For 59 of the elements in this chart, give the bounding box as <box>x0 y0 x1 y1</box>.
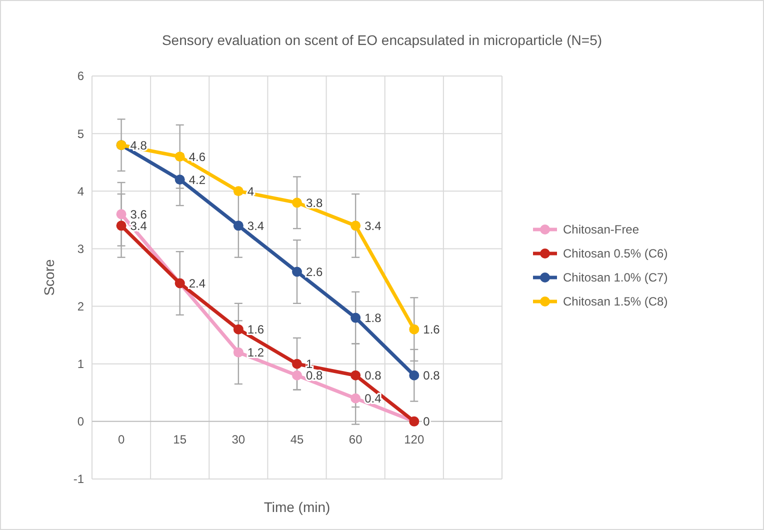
point <box>409 370 420 380</box>
data-label: 0.8 <box>364 368 382 383</box>
data-label: 4 <box>247 184 254 198</box>
data-label: 2.6 <box>306 264 324 279</box>
y-tick-label: 2 <box>77 299 84 314</box>
point <box>292 266 302 277</box>
data-label: 3.6 <box>130 207 148 222</box>
x-tick-label: 60 <box>348 432 363 446</box>
data-label: 3.4 <box>364 218 382 233</box>
data-label: 0.8 <box>423 368 440 383</box>
data-label: 1.2 <box>247 346 264 360</box>
x-tick-label: 0 <box>118 432 125 446</box>
point <box>292 358 302 369</box>
y-tick-label: -1 <box>73 472 84 486</box>
y-tick-label: 0 <box>77 414 84 429</box>
data-label: 0.4 <box>364 392 382 406</box>
data-label: 2.4 <box>188 276 206 290</box>
chart-title: Sensory evaluation on scent of EO encapsulated in microparticle (N=5) <box>162 32 602 48</box>
y-tick-label: 4 <box>77 184 84 198</box>
data-label: 4.6 <box>188 150 206 164</box>
x-tick-label: 30 <box>232 432 246 446</box>
y-tick-label: 6 <box>77 69 84 84</box>
point <box>292 370 302 380</box>
data-label: 1.8 <box>364 311 382 325</box>
data-label: 3.4 <box>247 218 264 233</box>
y-tick-label: 1 <box>77 357 84 372</box>
y-axis-title: Score <box>41 259 57 296</box>
point <box>233 220 244 231</box>
legend-label: Chitosan 1.0% (C7) <box>563 270 668 285</box>
data-label: 0 <box>423 414 430 429</box>
x-tick-label: 15 <box>173 432 187 446</box>
legend-label: Chitosan 1.5% (C8) <box>563 294 668 309</box>
x-tick-label: 45 <box>290 432 304 446</box>
point <box>350 220 361 231</box>
point <box>233 186 244 196</box>
y-tick-label: 3 <box>77 242 84 256</box>
point <box>350 312 361 323</box>
x-tick-label: 120 <box>404 432 424 446</box>
point <box>233 324 244 334</box>
data-label: 3.8 <box>306 196 324 210</box>
point <box>233 347 244 358</box>
legend-label: Chitosan 0.5% (C6) <box>563 246 668 261</box>
point <box>350 370 361 380</box>
point <box>174 152 185 162</box>
data-label: 3.4 <box>130 218 148 233</box>
data-label: 0.8 <box>306 368 324 383</box>
data-label: 1 <box>306 357 313 372</box>
data-label: 1.6 <box>247 322 264 337</box>
y-tick-label: 5 <box>77 126 84 141</box>
point <box>350 393 361 404</box>
point <box>116 209 126 220</box>
legend-label: Chitosan-Free <box>563 222 640 237</box>
data-label: 1.6 <box>423 322 440 337</box>
x-axis-title: Time (min) <box>264 499 330 515</box>
data-label: 4.2 <box>188 172 206 187</box>
point <box>409 324 420 334</box>
point <box>116 220 126 231</box>
point <box>292 198 302 208</box>
point <box>174 174 185 185</box>
